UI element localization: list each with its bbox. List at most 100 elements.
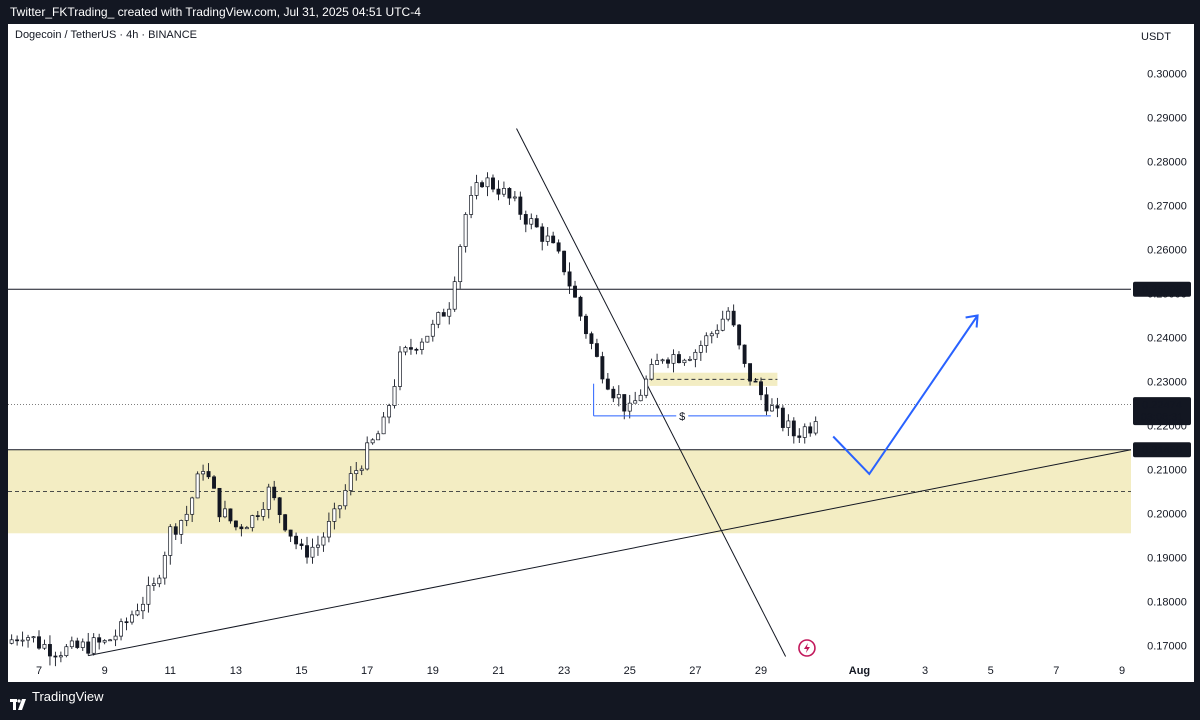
candle-body bbox=[666, 359, 670, 364]
candle-body bbox=[228, 508, 233, 522]
candle-body bbox=[343, 490, 348, 507]
candle-body bbox=[157, 577, 162, 585]
candle-body bbox=[146, 585, 151, 605]
level-price-label-text: 0.21450 bbox=[1142, 445, 1182, 457]
candle-body bbox=[496, 188, 501, 195]
candle-body bbox=[332, 508, 337, 522]
candle-body bbox=[660, 359, 665, 362]
x-axis: 7 9 11 13 15 17 19 21 23 25 27 29 Aug 3 5 7 9 bbox=[36, 665, 1125, 677]
projection-arrowhead bbox=[965, 314, 979, 328]
candle-body bbox=[518, 196, 523, 215]
candle-body bbox=[310, 546, 315, 558]
liquidity-label: $ bbox=[679, 411, 685, 423]
candle-body bbox=[759, 381, 763, 396]
candle-body bbox=[414, 348, 419, 351]
candle-body bbox=[573, 285, 577, 298]
candle-body bbox=[294, 535, 299, 545]
candle-body bbox=[786, 420, 791, 428]
candle-body bbox=[469, 195, 474, 215]
candle-body bbox=[206, 471, 211, 478]
y-tick-label: 0.21000 bbox=[1147, 465, 1187, 477]
x-tick-label: 9 bbox=[1119, 665, 1125, 677]
candle-body bbox=[195, 473, 200, 499]
zones-layer bbox=[8, 372, 1131, 534]
candle-body bbox=[261, 509, 266, 517]
candle-body bbox=[775, 405, 780, 409]
candle-body bbox=[179, 520, 184, 535]
creator-credit: Twitter_FKTrading_ created with TradingV… bbox=[10, 5, 421, 19]
x-tick-label: 7 bbox=[36, 665, 42, 677]
candles-layer bbox=[9, 172, 818, 667]
y-tick-label: 0.26000 bbox=[1147, 245, 1187, 257]
candle-body bbox=[86, 641, 91, 654]
candle-body bbox=[124, 621, 129, 624]
candle-body bbox=[97, 637, 102, 643]
candle-body bbox=[348, 473, 353, 491]
candle-body bbox=[272, 486, 277, 499]
candle-body bbox=[69, 640, 74, 648]
candle-body bbox=[687, 358, 692, 361]
y-tick-label: 0.27000 bbox=[1147, 201, 1187, 213]
candle-body bbox=[501, 188, 506, 195]
candle-body bbox=[709, 333, 714, 337]
last-price-label-text: 03:08:31 bbox=[1141, 412, 1184, 424]
y-tick-label: 0.19000 bbox=[1147, 553, 1187, 565]
candle-body bbox=[266, 486, 271, 510]
ascending-trendline bbox=[88, 449, 1132, 657]
candle-body bbox=[392, 386, 397, 406]
candle-body bbox=[649, 364, 654, 380]
candle-body bbox=[387, 405, 392, 418]
candle-body bbox=[627, 402, 632, 412]
candle-body bbox=[764, 394, 769, 412]
x-tick-label: 25 bbox=[624, 665, 636, 677]
candle-body bbox=[255, 515, 260, 517]
chart-panel[interactable]: $ USDT 0.30000 0.29000 0.28000 0.27000 0.2600… bbox=[8, 24, 1194, 682]
tradingview-brand: TradingView bbox=[32, 689, 104, 704]
x-tick-label: 11 bbox=[165, 665, 176, 677]
descending-trendline bbox=[516, 128, 787, 657]
y-tick-label: 0.24000 bbox=[1147, 333, 1187, 345]
candle-body bbox=[26, 637, 31, 641]
candle-body bbox=[452, 281, 457, 310]
x-tick-label: 17 bbox=[361, 665, 373, 677]
y-tick-label: 0.20000 bbox=[1147, 509, 1187, 521]
candle-body bbox=[80, 641, 85, 648]
x-tick-label: 15 bbox=[295, 665, 307, 677]
x-tick-label: 3 bbox=[922, 665, 928, 677]
candle-body bbox=[31, 636, 36, 639]
candle-body bbox=[430, 323, 435, 337]
candle-body bbox=[288, 529, 293, 537]
candle-body bbox=[42, 644, 47, 649]
tradingview-footer[interactable]: TradingView bbox=[0, 682, 1200, 711]
candle-body bbox=[655, 360, 660, 365]
candle-body bbox=[567, 271, 572, 287]
candle-body bbox=[15, 639, 20, 642]
candle-body bbox=[403, 347, 408, 353]
candle-body bbox=[458, 246, 463, 283]
candle-body bbox=[791, 420, 796, 437]
y-tick-label: 0.23000 bbox=[1147, 377, 1187, 389]
candle-body bbox=[540, 226, 545, 242]
candle-body bbox=[436, 312, 441, 325]
candle-body bbox=[75, 640, 80, 648]
candle-body bbox=[370, 439, 375, 444]
candle-body bbox=[135, 610, 140, 616]
candle-body bbox=[9, 639, 14, 644]
candle-body bbox=[638, 394, 643, 402]
candle-body bbox=[130, 614, 134, 623]
candle-body bbox=[359, 468, 364, 471]
x-tick-label: 29 bbox=[755, 665, 767, 677]
y-axis-unit: USDT bbox=[1141, 31, 1171, 43]
candle-body bbox=[212, 476, 216, 489]
candle-body bbox=[797, 435, 802, 438]
candle-body bbox=[545, 235, 550, 242]
candle-body bbox=[47, 644, 52, 657]
candle-body bbox=[611, 388, 616, 399]
candle-body bbox=[64, 646, 69, 656]
chart-canvas[interactable]: $ USDT 0.30000 0.29000 0.28000 0.27000 0.2600… bbox=[8, 24, 1194, 682]
y-tick-label: 0.18000 bbox=[1147, 597, 1187, 609]
candle-body bbox=[277, 497, 282, 515]
candle-body bbox=[731, 310, 736, 326]
candle-body bbox=[239, 526, 244, 530]
candle-body bbox=[58, 655, 63, 658]
